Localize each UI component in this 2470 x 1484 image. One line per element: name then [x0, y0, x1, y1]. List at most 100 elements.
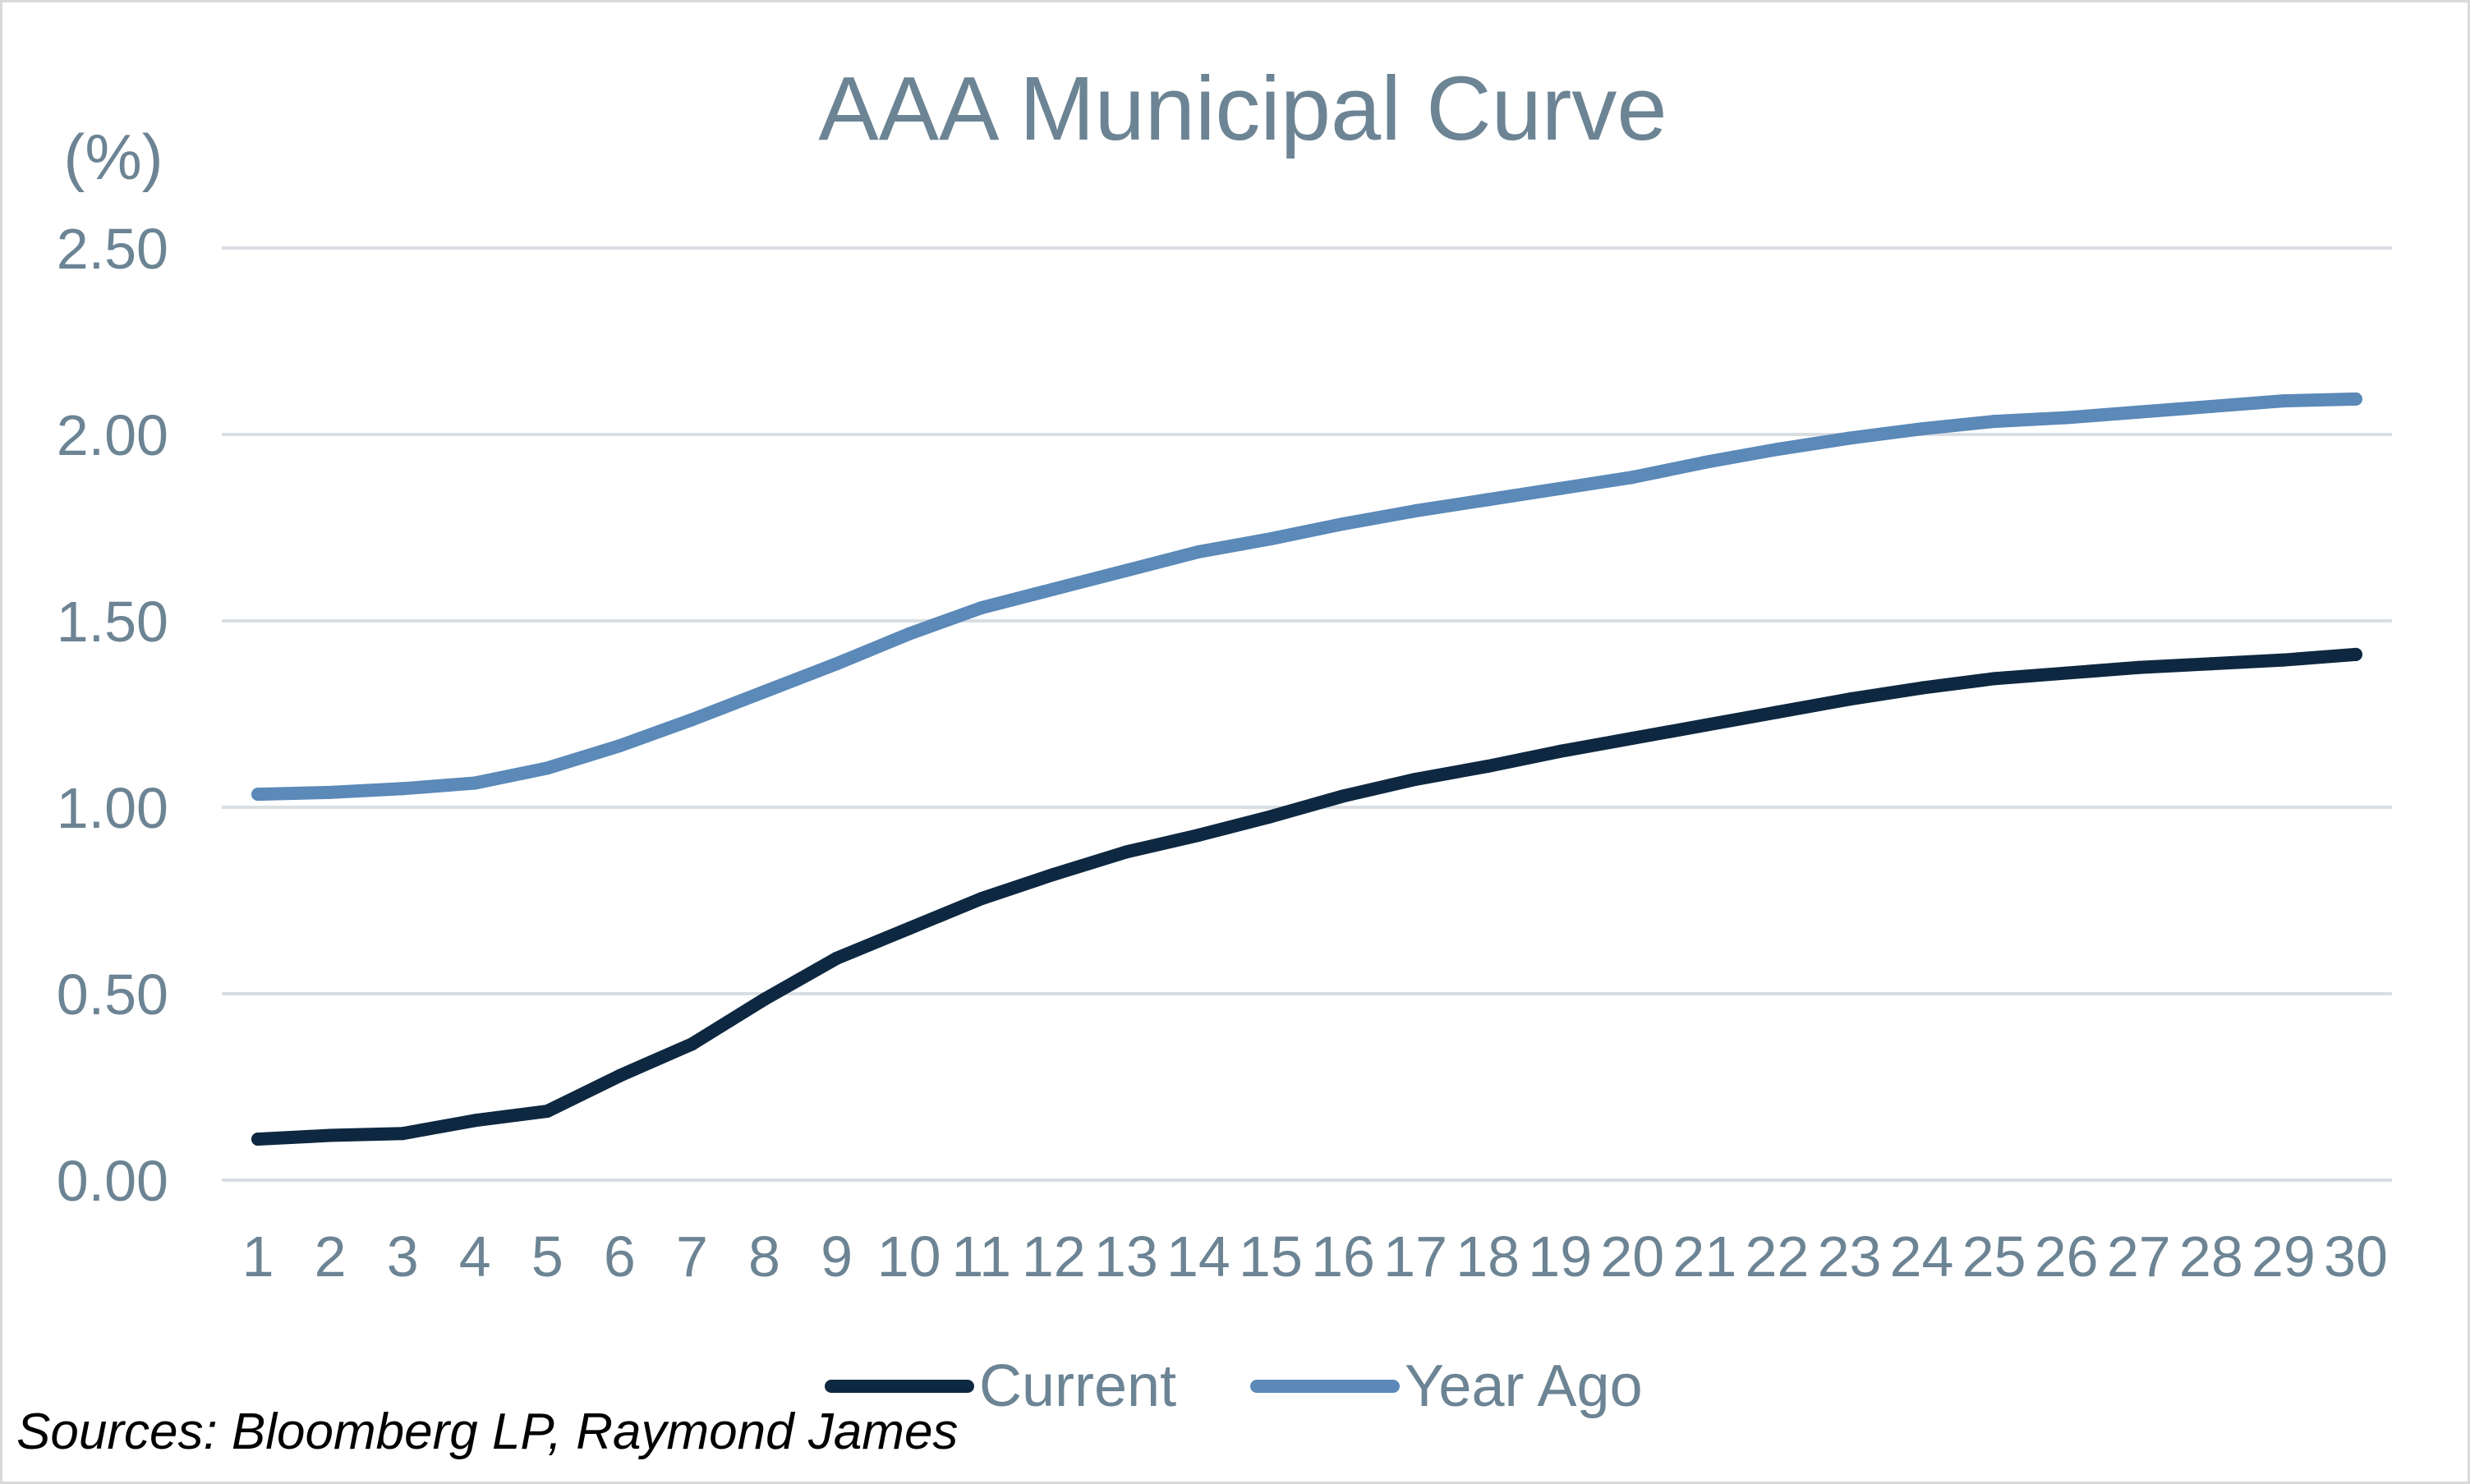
x-tick-label: 6: [604, 1224, 636, 1289]
x-tick-label: 22: [1745, 1224, 1809, 1289]
data-point: [757, 685, 771, 699]
legend-label: Year Ago: [1405, 1353, 1643, 1419]
x-tick-label: 13: [1094, 1224, 1158, 1289]
x-tick-label: 28: [2179, 1224, 2243, 1289]
data-point: [2204, 657, 2218, 671]
data-point: [1263, 810, 1277, 824]
data-point: [324, 785, 338, 799]
data-point: [1915, 422, 1929, 436]
x-tick-label: 8: [748, 1224, 780, 1289]
data-point: [1119, 563, 1133, 577]
data-point: [1119, 845, 1133, 859]
data-point: [396, 1127, 410, 1141]
data-point: [1770, 443, 1784, 457]
data-point: [1915, 681, 1929, 695]
data-point: [830, 951, 844, 965]
x-axis-ticks: 1 2 3 4 5 6 7 8 9 10 11 12 13 14 15 16 17 18 19 20 21 22 23 24 2…: [242, 1224, 2388, 1289]
source-note: Sources: Bloomberg LP, Raymond James: [16, 1404, 959, 1460]
series-line-year-ago: [251, 392, 2362, 802]
x-tick-label: 9: [821, 1224, 853, 1289]
data-point: [1770, 705, 1784, 719]
x-tick-label: 14: [1166, 1224, 1230, 1289]
x-tick-label: 20: [1600, 1224, 1664, 1289]
data-point: [1481, 760, 1495, 774]
y-axis-label: (%): [63, 121, 163, 193]
y-tick-label: 0.50: [57, 963, 168, 1027]
data-point: [251, 1133, 265, 1146]
data-point: [685, 1037, 699, 1051]
data-point: [1842, 431, 1856, 445]
data-point: [1987, 415, 2001, 429]
data-point: [468, 776, 482, 790]
x-tick-label: 18: [1456, 1224, 1520, 1289]
data-point: [685, 713, 699, 727]
data-point: [1553, 744, 1567, 758]
data-point: [2276, 653, 2290, 667]
data-point: [396, 782, 410, 796]
x-tick-label: 17: [1383, 1224, 1447, 1289]
x-tick-label: 23: [1818, 1224, 1882, 1289]
data-point: [1481, 493, 1495, 507]
x-tick-label: 26: [2035, 1224, 2099, 1289]
data-point: [1191, 829, 1205, 843]
data-point: [1336, 517, 1350, 531]
data-point: [2348, 392, 2362, 406]
data-point: [830, 657, 844, 671]
y-tick-label: 0.00: [57, 1149, 168, 1213]
data-point: [540, 1105, 554, 1119]
x-tick-label: 24: [1890, 1224, 1954, 1289]
data-point: [613, 739, 627, 753]
data-point: [1336, 789, 1350, 803]
x-tick-label: 16: [1311, 1224, 1375, 1289]
y-tick-label: 2.00: [57, 403, 168, 467]
data-point: [1409, 504, 1423, 518]
data-point: [2348, 647, 2362, 661]
data-point: [1626, 732, 1640, 746]
data-point: [974, 601, 988, 615]
data-point: [2132, 660, 2146, 674]
data-point: [1263, 532, 1277, 546]
x-tick-label: 11: [951, 1224, 1011, 1289]
data-point: [1698, 719, 1712, 733]
data-point: [2059, 411, 2073, 425]
data-point: [1842, 692, 1856, 706]
x-tick-label: 4: [459, 1224, 491, 1289]
x-tick-label: 2: [315, 1224, 347, 1289]
data-point: [613, 1068, 627, 1082]
x-tick-label: 12: [1022, 1224, 1086, 1289]
chart-title: AAA Municipal Curve: [818, 58, 1667, 159]
y-tick-label: 1.00: [57, 776, 168, 840]
data-point: [1409, 772, 1423, 786]
x-tick-label: 15: [1239, 1224, 1303, 1289]
data-point: [540, 761, 554, 775]
data-point: [2132, 405, 2146, 419]
data-point: [1046, 867, 1060, 881]
data-point: [2059, 666, 2073, 680]
x-tick-label: 27: [2107, 1224, 2171, 1289]
x-tick-label: 1: [242, 1224, 274, 1289]
x-tick-label: 7: [676, 1224, 708, 1289]
x-tick-label: 19: [1528, 1224, 1592, 1289]
data-point: [324, 1128, 338, 1142]
gridlines: [222, 246, 2392, 1182]
data-point: [2204, 399, 2218, 413]
data-point: [1191, 545, 1205, 559]
data-point: [1987, 672, 2001, 686]
x-tick-label: 3: [387, 1224, 419, 1289]
y-tick-label: 2.50: [57, 217, 168, 281]
data-point: [1553, 481, 1567, 495]
data-point: [251, 788, 265, 802]
data-point: [974, 892, 988, 906]
y-tick-label: 1.50: [57, 590, 168, 654]
y-axis-ticks: 0.00 0.50 1.00 1.50 2.00 2.50: [57, 217, 168, 1213]
legend: Current Year Ago: [825, 1353, 1643, 1419]
data-point: [2276, 394, 2290, 408]
x-tick-label: 25: [1962, 1224, 2026, 1289]
x-tick-label: 30: [2324, 1224, 2388, 1289]
data-point: [757, 992, 771, 1006]
data-point: [1698, 456, 1712, 470]
data-point: [902, 921, 916, 935]
x-tick-label: 5: [531, 1224, 563, 1289]
series-line-current: [251, 647, 2362, 1146]
